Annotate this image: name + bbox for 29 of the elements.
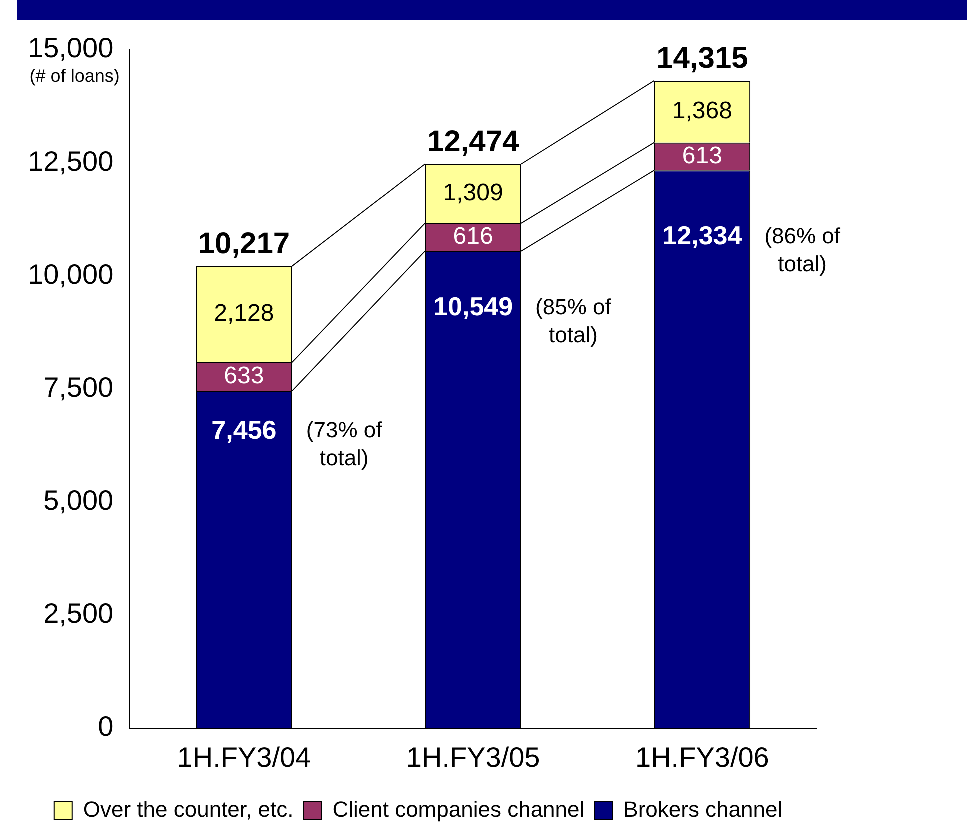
data-label: 633	[224, 362, 264, 390]
annotation: (86% of total)	[764, 224, 842, 277]
y-axis-title: (# of loans)	[30, 66, 120, 86]
legend-label: Client companies channel	[332, 797, 585, 822]
x-tick-label: 1H.FY3/06	[636, 742, 770, 773]
total-label: 14,315	[656, 42, 748, 76]
total-label: 12,474	[427, 126, 520, 159]
y-tick-label: 0	[98, 711, 114, 742]
total-label: 10,217	[198, 228, 290, 261]
legend-label: Brokers channel	[624, 797, 783, 822]
y-tick-label: 5,000	[44, 484, 114, 516]
data-label: 1,309	[443, 179, 504, 206]
data-label: 12,334	[662, 220, 743, 251]
y-tick-label: 2,500	[44, 598, 114, 630]
annotation: (85% of total)	[536, 294, 612, 348]
data-label: 1,368	[672, 98, 732, 125]
annotation: (73% of total)	[306, 418, 384, 471]
data-label: 616	[453, 223, 494, 250]
x-tick-label: 1H.FY3/05	[406, 742, 540, 773]
data-label: 613	[682, 142, 722, 170]
y-tick-label: 10,000	[28, 258, 114, 290]
y-tick-label: 12,500	[28, 146, 114, 177]
data-label: 2,128	[214, 300, 274, 328]
y-tick-label: 7,500	[44, 372, 114, 403]
data-label: 7,456	[212, 414, 277, 445]
x-tick-label: 1H.FY3/04	[177, 742, 312, 773]
data-label: 10,549	[434, 292, 514, 322]
y-tick-label: 15,000	[28, 32, 114, 64]
legend-label: Over the counter, etc.	[83, 797, 294, 822]
